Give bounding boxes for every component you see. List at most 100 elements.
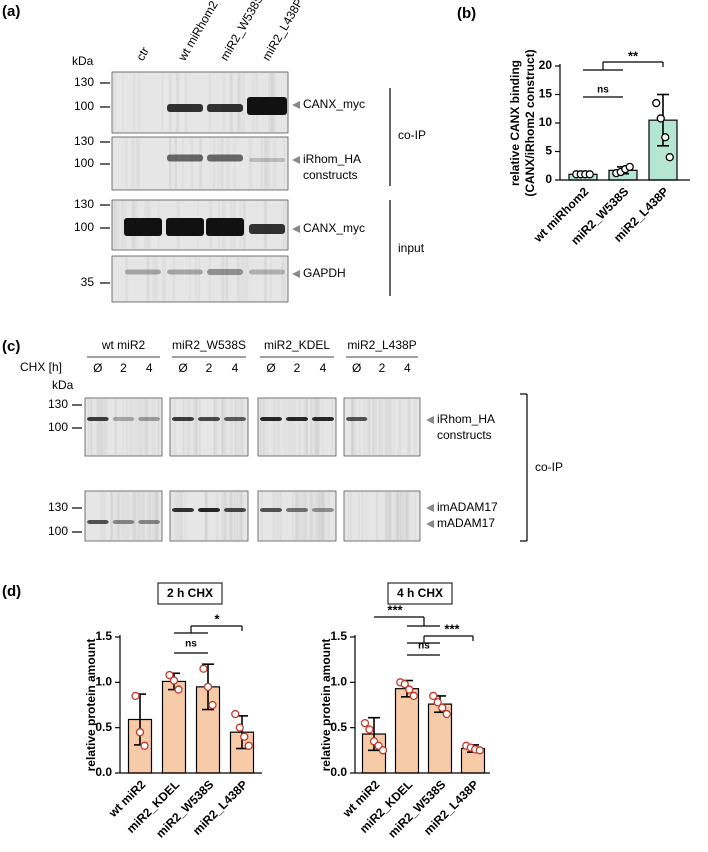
blot-noise <box>267 138 271 189</box>
blot-noise <box>347 492 351 540</box>
arrow-marker <box>292 225 300 233</box>
band <box>172 417 194 421</box>
blot-noise <box>385 399 387 455</box>
blot-noise <box>188 399 191 455</box>
blot-noise <box>228 492 232 540</box>
blot <box>343 490 421 542</box>
data-point <box>400 679 409 689</box>
blot-noise <box>221 399 225 455</box>
y-tick-label: 0.0 <box>330 765 347 779</box>
blot-noise <box>222 73 226 132</box>
band <box>87 417 109 421</box>
blot-noise <box>273 138 276 189</box>
blot-noise <box>213 399 217 455</box>
blot-noise <box>320 492 324 540</box>
group-label: co-IP <box>398 128 426 142</box>
blot-noise <box>204 492 209 540</box>
band <box>207 154 243 162</box>
blot-noise <box>300 492 305 540</box>
blot-noise <box>186 399 190 455</box>
blot-noise <box>375 492 377 540</box>
blot-noise <box>296 492 299 540</box>
blot-noise <box>322 492 326 540</box>
blot-noise <box>305 399 308 455</box>
blot-noise <box>176 492 180 540</box>
blot-noise <box>100 399 104 455</box>
blot-noise <box>140 399 144 455</box>
y-tick-label: 1.5 <box>330 629 347 643</box>
blot-label: GAPDH <box>303 266 346 280</box>
blot-noise <box>404 492 408 540</box>
y-tick-label: 5 <box>545 144 552 158</box>
arrow-marker <box>292 101 300 109</box>
band <box>312 508 334 512</box>
blot-noise <box>137 399 142 455</box>
blot-noise <box>241 257 243 301</box>
blot-noise <box>260 399 262 455</box>
blot-noise <box>269 257 272 301</box>
y-tick-label: 1.0 <box>95 675 112 689</box>
blot-noise <box>208 257 212 301</box>
marker-label: 100 <box>74 99 94 113</box>
blot-noise <box>322 492 326 540</box>
blot-noise <box>135 138 140 189</box>
blot-noise <box>363 399 366 455</box>
band <box>138 417 160 421</box>
blot-noise <box>388 492 391 540</box>
blot-noise <box>234 399 237 455</box>
blot-noise <box>122 73 124 132</box>
blot-noise <box>264 257 268 301</box>
data-point <box>240 732 249 741</box>
group-label: co-IP <box>535 460 563 474</box>
blot-noise <box>316 399 318 455</box>
data-point <box>135 728 145 737</box>
blot-noise <box>242 257 245 301</box>
data-point <box>199 664 208 673</box>
blot-noise <box>198 138 202 189</box>
band <box>172 508 194 512</box>
blot-noise <box>85 492 87 540</box>
y-tick-label: 10 <box>539 115 553 129</box>
group-label: input <box>398 241 425 255</box>
significance-label: ns <box>185 639 197 650</box>
band <box>198 417 220 421</box>
blot-noise <box>372 399 375 455</box>
band <box>260 508 282 512</box>
blot-noise <box>129 399 134 455</box>
blot-noise <box>179 492 184 540</box>
blot-noise <box>264 138 268 189</box>
blot-noise <box>116 492 120 540</box>
time-label: Ø <box>266 361 275 375</box>
blot <box>343 397 421 457</box>
blot <box>111 136 289 191</box>
blot-noise <box>194 257 197 301</box>
blot-noise <box>375 399 378 455</box>
data-point <box>244 741 253 750</box>
time-label: 4 <box>320 361 327 375</box>
y-tick-label: 0.5 <box>330 720 347 734</box>
y-tick-label: 1.5 <box>95 629 112 643</box>
blot-noise <box>195 399 199 455</box>
blot-noise <box>174 138 177 189</box>
blot-noise <box>237 73 241 132</box>
blot-noise <box>112 73 116 132</box>
blot <box>169 490 249 542</box>
blot-noise <box>361 492 364 540</box>
data-point <box>235 723 244 732</box>
significance-label: ** <box>628 48 639 63</box>
band <box>198 508 220 512</box>
blot-label: iRhom_HA <box>303 152 361 166</box>
data-point <box>661 133 670 142</box>
blot-noise <box>359 399 361 455</box>
blot-noise <box>236 257 240 301</box>
blot-noise <box>146 257 149 301</box>
blot-noise <box>226 138 231 189</box>
blot-noise <box>102 399 106 455</box>
blot-noise <box>322 399 324 455</box>
blot-noise <box>388 399 393 455</box>
time-label: 2 <box>206 361 213 375</box>
blot-noise <box>318 492 321 540</box>
blot-noise <box>316 492 321 540</box>
data-point <box>169 676 179 685</box>
blot-noise <box>133 73 136 132</box>
